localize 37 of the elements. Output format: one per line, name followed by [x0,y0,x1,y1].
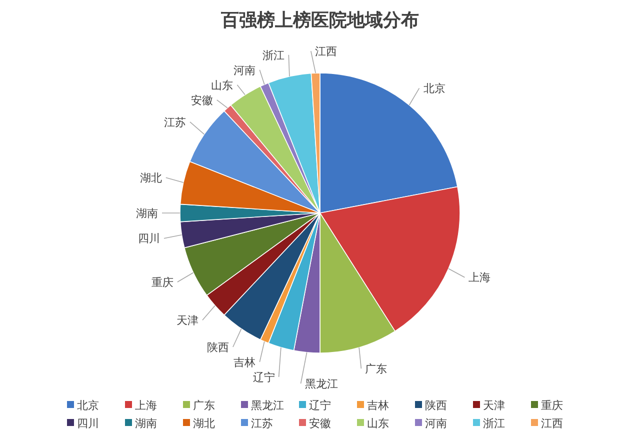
legend-label: 北京 [77,398,99,412]
legend-label: 天津 [483,398,505,412]
slice-label: 吉林 [234,356,256,369]
legend-label: 四川 [77,416,99,430]
slice-label: 江苏 [164,116,186,129]
slice-label: 陕西 [206,340,229,354]
legend-label: 黑龙江 [251,398,284,412]
legend-label: 吉林 [367,398,389,412]
slice-label: 江西 [314,44,337,58]
slice-label: 天津 [176,314,198,327]
legend-label: 山东 [367,416,389,430]
legend-label: 湖北 [193,416,215,430]
legend-label: 江苏 [251,416,273,430]
slice-label: 重庆 [151,276,174,289]
legend-label: 重庆 [541,398,563,412]
slice-label: 湖南 [136,206,158,220]
chart-title: 百强榜上榜医院地域分布 [220,10,419,31]
legend-label: 陕西 [425,398,447,412]
slice-label: 安徽 [190,94,213,107]
legend-label: 安徽 [309,416,331,430]
legend-label: 湖南 [135,416,157,430]
slice-label: 浙江 [262,48,285,62]
slice-label: 北京 [423,82,446,96]
legend-label: 上海 [135,398,157,412]
slice-label: 河南 [234,64,256,77]
slice-label: 黑龙江 [304,377,338,390]
legend-label: 广东 [193,398,215,412]
slice-label: 山东 [211,78,234,92]
legend-label: 江西 [541,416,563,430]
slice-label: 湖北 [140,172,162,185]
slice-label: 辽宁 [252,370,275,384]
slice-label: 上海 [468,271,491,284]
legend-label: 河南 [425,416,447,430]
legend-label: 浙江 [483,416,505,430]
slice-label: 广东 [365,362,388,376]
legend-label: 辽宁 [309,398,331,412]
slice-label: 四川 [138,232,160,246]
